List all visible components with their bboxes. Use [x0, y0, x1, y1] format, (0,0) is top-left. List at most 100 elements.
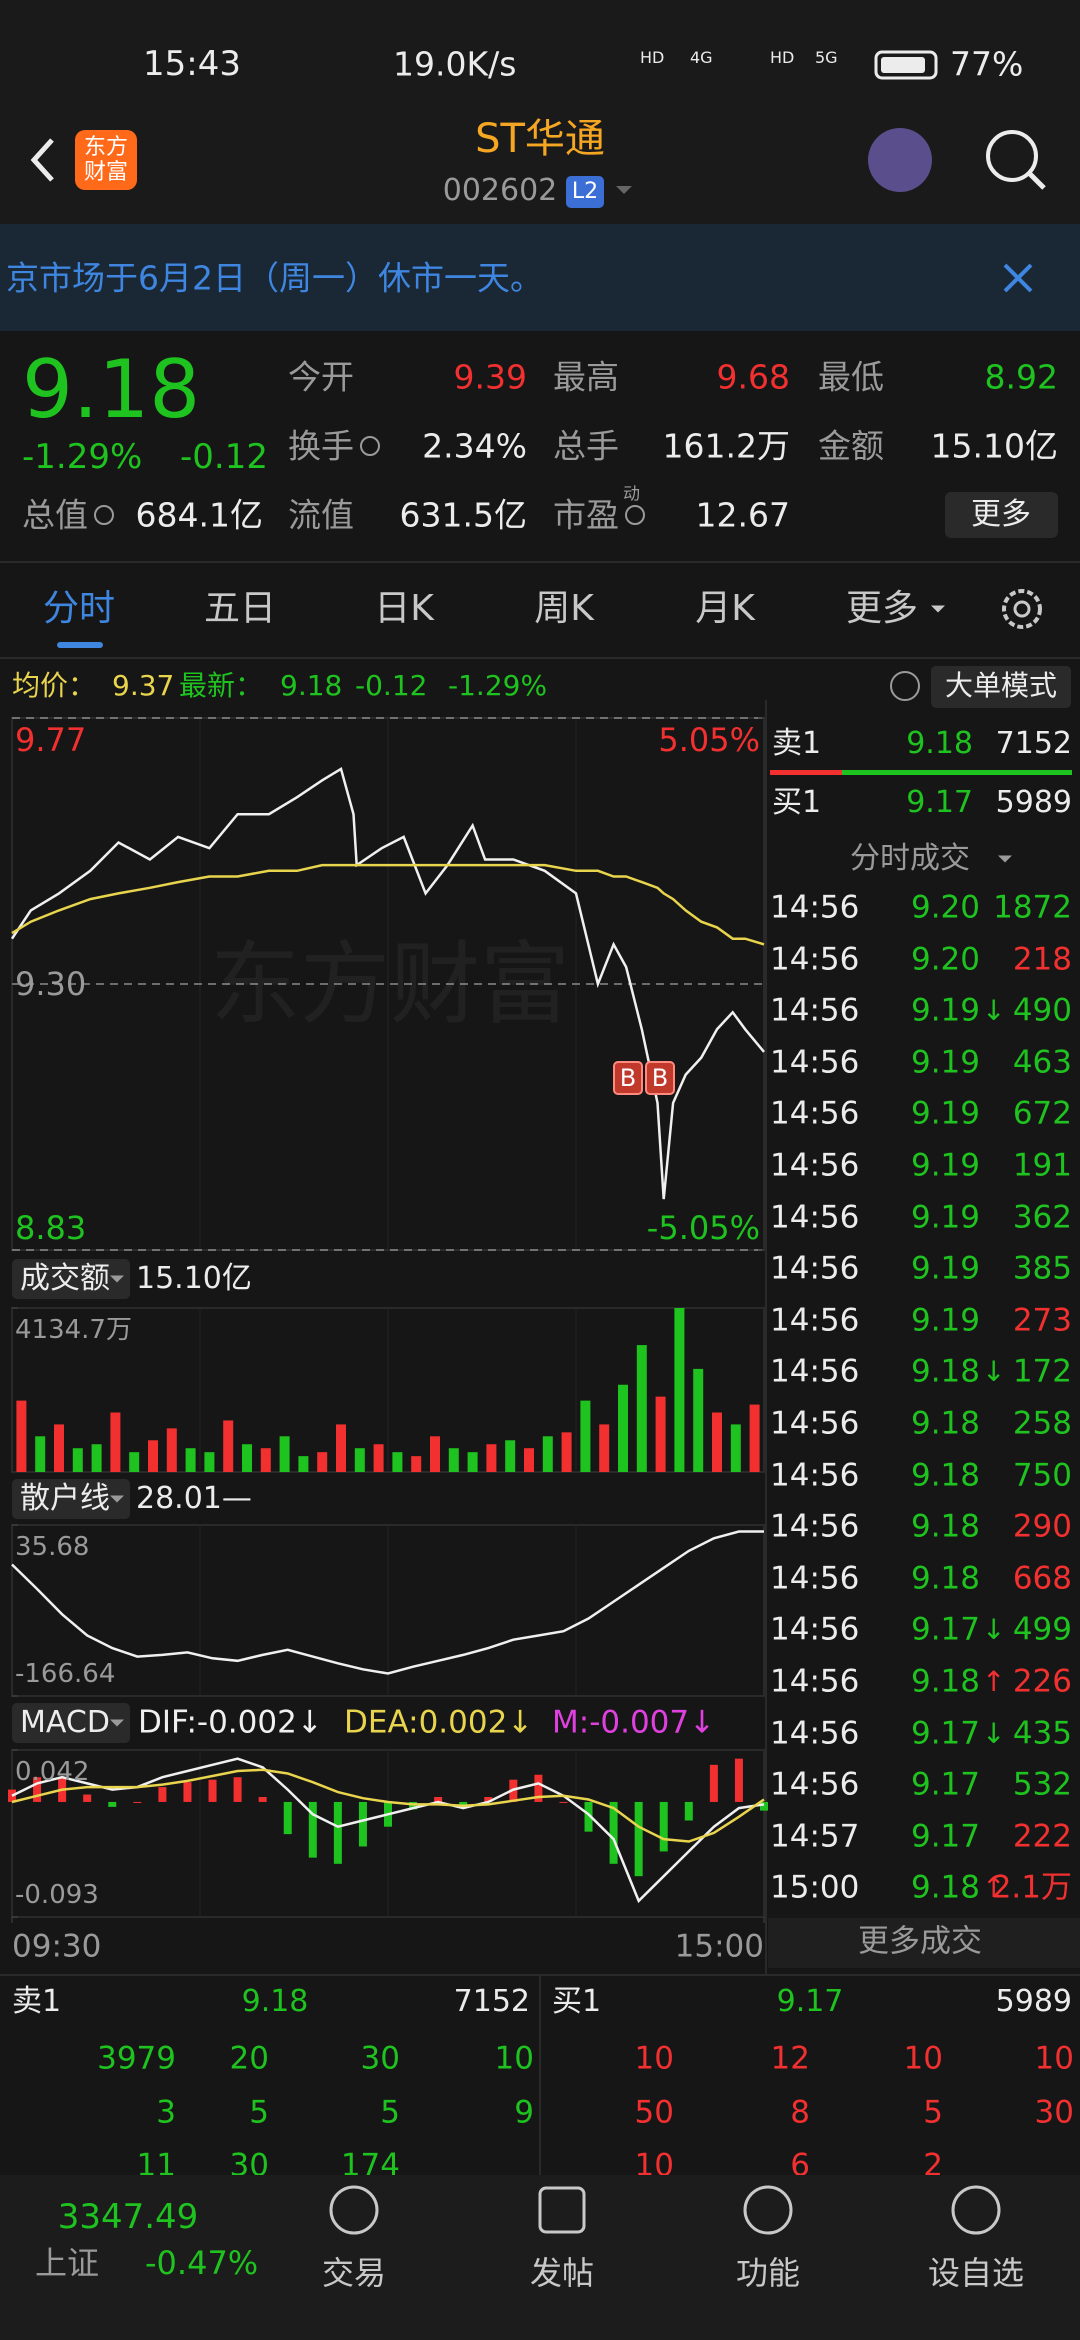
trades-title: 分时成交 — [850, 841, 970, 876]
volume-bar — [54, 1424, 64, 1472]
trade-price: 9.19 — [910, 992, 980, 1029]
trade-time: 15:00 — [770, 1869, 860, 1906]
info-icon — [625, 505, 645, 525]
mode-button[interactable] — [931, 666, 1071, 708]
back-button[interactable] — [30, 138, 54, 182]
trade-time: 14:56 — [770, 1044, 860, 1081]
indicator-title[interactable]: 成交额 — [20, 1261, 110, 1296]
trade-volume: 218 — [1012, 941, 1072, 978]
trade-volume: 290 — [1012, 1508, 1072, 1545]
trade-volume: 672 — [1012, 1095, 1072, 1132]
volume-bar — [430, 1436, 440, 1472]
more-trades-bg[interactable] — [768, 1918, 1080, 1968]
status-time: 15:43 — [143, 44, 241, 84]
close-notice[interactable] — [1003, 263, 1033, 293]
assistant-icon[interactable] — [868, 128, 932, 192]
tab[interactable]: 更多 — [845, 588, 919, 629]
tab[interactable]: 月K — [695, 588, 755, 629]
more-button[interactable] — [945, 492, 1058, 538]
logo-text: 财富 — [83, 160, 129, 185]
volume-bar — [730, 1424, 741, 1472]
tab[interactable]: 分时 — [42, 588, 116, 629]
index-value[interactable]: 3347.49 — [57, 2197, 199, 2237]
indicator-title[interactable]: 散户线 — [20, 1481, 110, 1516]
quote-value: 9.68 — [716, 357, 790, 397]
book-quantity: 2 — [923, 2147, 943, 2184]
watermark: 东方财富 — [210, 932, 570, 1037]
more-button-text[interactable]: 更多 — [971, 497, 1031, 532]
index-name[interactable]: 上证 — [35, 2244, 100, 2282]
nav-icon[interactable] — [951, 2185, 1001, 2235]
trade-price: 9.19 — [910, 1302, 980, 1339]
volume-bar — [260, 1448, 271, 1472]
book-price: 9.18 — [241, 1984, 309, 2019]
macd-bar — [434, 1797, 443, 1802]
volume-bar — [448, 1448, 459, 1472]
index-change[interactable]: -0.47% — [145, 2244, 259, 2282]
y2-tick-label: 5.05% — [658, 721, 760, 759]
indicator-selector[interactable] — [12, 1479, 130, 1519]
tab[interactable]: 日K — [374, 588, 434, 629]
book-quantity: 8 — [790, 2094, 810, 2130]
trade-price: 9.19 — [910, 1044, 980, 1081]
macd-bar — [609, 1801, 618, 1864]
macd-bar — [283, 1801, 292, 1835]
trade-time: 14:56 — [770, 1199, 860, 1236]
quote-label: 今开 — [288, 357, 354, 397]
logo-text: 东方 — [83, 135, 129, 160]
macd-bar — [760, 1801, 768, 1811]
nav-icon[interactable] — [329, 2185, 379, 2235]
nav-icon[interactable] — [743, 2185, 793, 2235]
dropdown-icon — [998, 855, 1012, 863]
trade-time: 14:56 — [770, 941, 860, 978]
more-trades[interactable]: 更多成交 — [858, 1923, 982, 1960]
volume-bar — [411, 1456, 422, 1472]
settings-icon-center — [1013, 600, 1031, 618]
ask-volume: 7152 — [995, 726, 1072, 761]
nav-item[interactable]: 交易 — [321, 2254, 387, 2292]
mode-button-text[interactable]: 大单模式 — [944, 669, 1058, 702]
nav-icon[interactable] — [538, 2186, 586, 2234]
trade-price: 9.20 — [910, 941, 980, 978]
trade-volume: 463 — [1012, 1044, 1072, 1081]
dropdown-icon — [931, 605, 945, 613]
trade-time: 14:56 — [770, 889, 860, 926]
book-label: 卖1 — [12, 1984, 62, 2019]
trade-volume: 258 — [1012, 1405, 1072, 1442]
indicator-title[interactable]: MACD — [20, 1705, 110, 1740]
notice-text: 京市场于6月2日（周一）休市一天。 — [6, 258, 543, 298]
tab[interactable]: 周K — [534, 588, 594, 629]
trade-arrow: ↓ — [982, 994, 1006, 1028]
macd-bar — [459, 1801, 468, 1807]
volume-bar — [16, 1400, 27, 1472]
indicator-selector[interactable] — [12, 1259, 130, 1299]
volume-bar — [655, 1396, 666, 1472]
indicator-selector[interactable] — [12, 1703, 130, 1743]
status-icon: 4G — [690, 48, 713, 67]
notice-bg — [0, 224, 1080, 331]
stock-code: 002602 — [442, 173, 558, 208]
latest-label: 最新： — [179, 669, 264, 702]
search-icon[interactable] — [986, 130, 1038, 182]
tab[interactable]: 五日 — [203, 588, 277, 629]
status-icon: HD — [770, 48, 795, 67]
volume-bar — [354, 1448, 365, 1472]
nav-item[interactable]: 设自选 — [927, 2254, 1025, 2292]
status-icon: 5G — [815, 48, 838, 67]
series-line — [11, 1768, 765, 1843]
volume-bar — [185, 1448, 196, 1472]
book-volume: 5989 — [995, 1984, 1072, 2019]
status-speed: 19.0K/s — [393, 44, 517, 84]
y-tick-label: 9.30 — [15, 965, 87, 1003]
y2-tick-label: -5.05% — [646, 1209, 760, 1247]
settings-icon[interactable] — [1002, 589, 1042, 629]
book-label: 买1 — [552, 1984, 602, 2019]
quote-label: 换手 — [288, 426, 354, 466]
volume-bar — [542, 1436, 553, 1472]
book-quantity: 30 — [1034, 2094, 1074, 2130]
volume-bar — [674, 1308, 685, 1472]
nav-item[interactable]: 功能 — [735, 2254, 801, 2292]
quote-value: 8.92 — [984, 357, 1058, 397]
volume-bar — [148, 1440, 158, 1472]
nav-item[interactable]: 发帖 — [529, 2254, 595, 2292]
